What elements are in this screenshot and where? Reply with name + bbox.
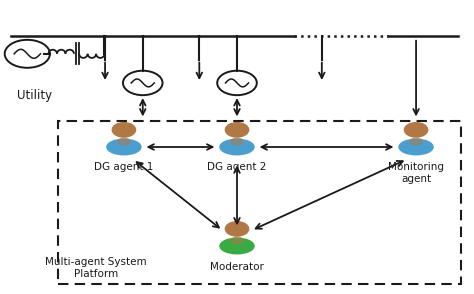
- Text: DG agent 2: DG agent 2: [207, 163, 267, 173]
- Ellipse shape: [399, 139, 433, 155]
- Text: Multi-agent System
Platform: Multi-agent System Platform: [45, 257, 146, 279]
- Circle shape: [225, 222, 249, 236]
- Circle shape: [225, 123, 249, 137]
- Ellipse shape: [220, 139, 254, 155]
- Ellipse shape: [231, 138, 243, 145]
- Text: Utility: Utility: [17, 89, 52, 102]
- Ellipse shape: [220, 238, 254, 254]
- Ellipse shape: [231, 237, 243, 244]
- Circle shape: [112, 123, 136, 137]
- Ellipse shape: [410, 138, 422, 145]
- Circle shape: [404, 123, 428, 137]
- Text: Monitoring
agent: Monitoring agent: [388, 163, 444, 184]
- Ellipse shape: [118, 138, 130, 145]
- Text: Moderator: Moderator: [210, 261, 264, 271]
- Text: DG agent 1: DG agent 1: [94, 163, 154, 173]
- Ellipse shape: [107, 139, 141, 155]
